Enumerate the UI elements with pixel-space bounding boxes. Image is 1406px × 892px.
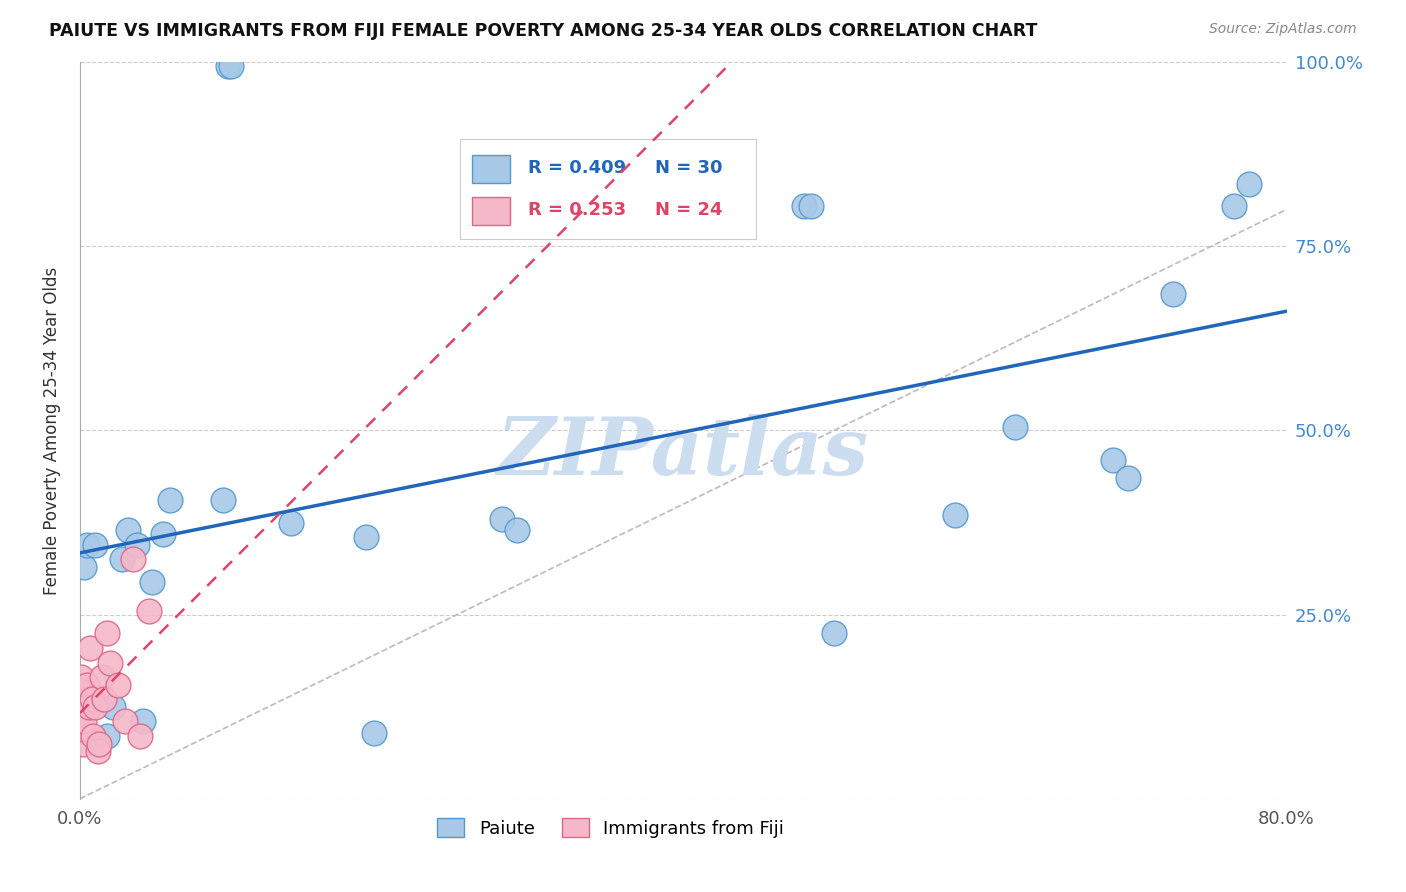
- Point: [101, 699, 124, 714]
- Point: [89, 737, 111, 751]
- Point: [132, 714, 155, 729]
- Point: [107, 678, 129, 692]
- Point: [98, 656, 121, 670]
- Point: [75, 692, 97, 706]
- Point: [212, 493, 235, 508]
- Point: [70, 670, 93, 684]
- Point: [280, 516, 302, 530]
- Point: [76, 538, 98, 552]
- Point: [84, 699, 107, 714]
- Point: [80, 692, 103, 706]
- Point: [1222, 199, 1244, 213]
- Point: [800, 199, 823, 213]
- Point: [217, 59, 239, 73]
- Point: [1004, 419, 1026, 434]
- Point: [77, 699, 100, 714]
- Point: [356, 530, 378, 544]
- Point: [943, 508, 966, 523]
- Point: [363, 725, 385, 739]
- Point: [114, 714, 136, 729]
- Point: [152, 526, 174, 541]
- Text: PAIUTE VS IMMIGRANTS FROM FIJI FEMALE POVERTY AMONG 25-34 YEAR OLDS CORRELATION : PAIUTE VS IMMIGRANTS FROM FIJI FEMALE PO…: [49, 22, 1038, 40]
- Text: ZIPatlas: ZIPatlas: [498, 414, 869, 491]
- Point: [96, 626, 118, 640]
- Point: [129, 729, 152, 743]
- Point: [96, 729, 118, 743]
- Point: [73, 559, 96, 574]
- Point: [1237, 177, 1260, 191]
- Point: [73, 685, 96, 699]
- Point: [127, 538, 149, 552]
- Point: [823, 626, 845, 640]
- Point: [84, 538, 107, 552]
- Point: [117, 523, 139, 537]
- Point: [219, 59, 242, 73]
- Point: [111, 552, 134, 566]
- Point: [72, 722, 94, 736]
- Point: [70, 685, 93, 699]
- Point: [76, 678, 98, 692]
- Point: [93, 692, 115, 706]
- Legend: Paiute, Immigrants from Fiji: Paiute, Immigrants from Fiji: [430, 811, 792, 845]
- Point: [1102, 453, 1125, 467]
- Point: [506, 523, 529, 537]
- Point: [79, 640, 101, 655]
- Point: [1163, 287, 1185, 301]
- Point: [793, 199, 815, 213]
- Text: Source: ZipAtlas.com: Source: ZipAtlas.com: [1209, 22, 1357, 37]
- Y-axis label: Female Poverty Among 25-34 Year Olds: Female Poverty Among 25-34 Year Olds: [44, 267, 60, 595]
- Point: [138, 604, 160, 618]
- Point: [141, 574, 163, 589]
- Point: [87, 744, 110, 758]
- Point: [91, 670, 114, 684]
- Point: [72, 737, 94, 751]
- Point: [159, 493, 181, 508]
- Point: [1116, 471, 1139, 485]
- Point: [82, 729, 104, 743]
- Point: [491, 512, 513, 526]
- Point: [73, 714, 96, 729]
- Point: [121, 552, 143, 566]
